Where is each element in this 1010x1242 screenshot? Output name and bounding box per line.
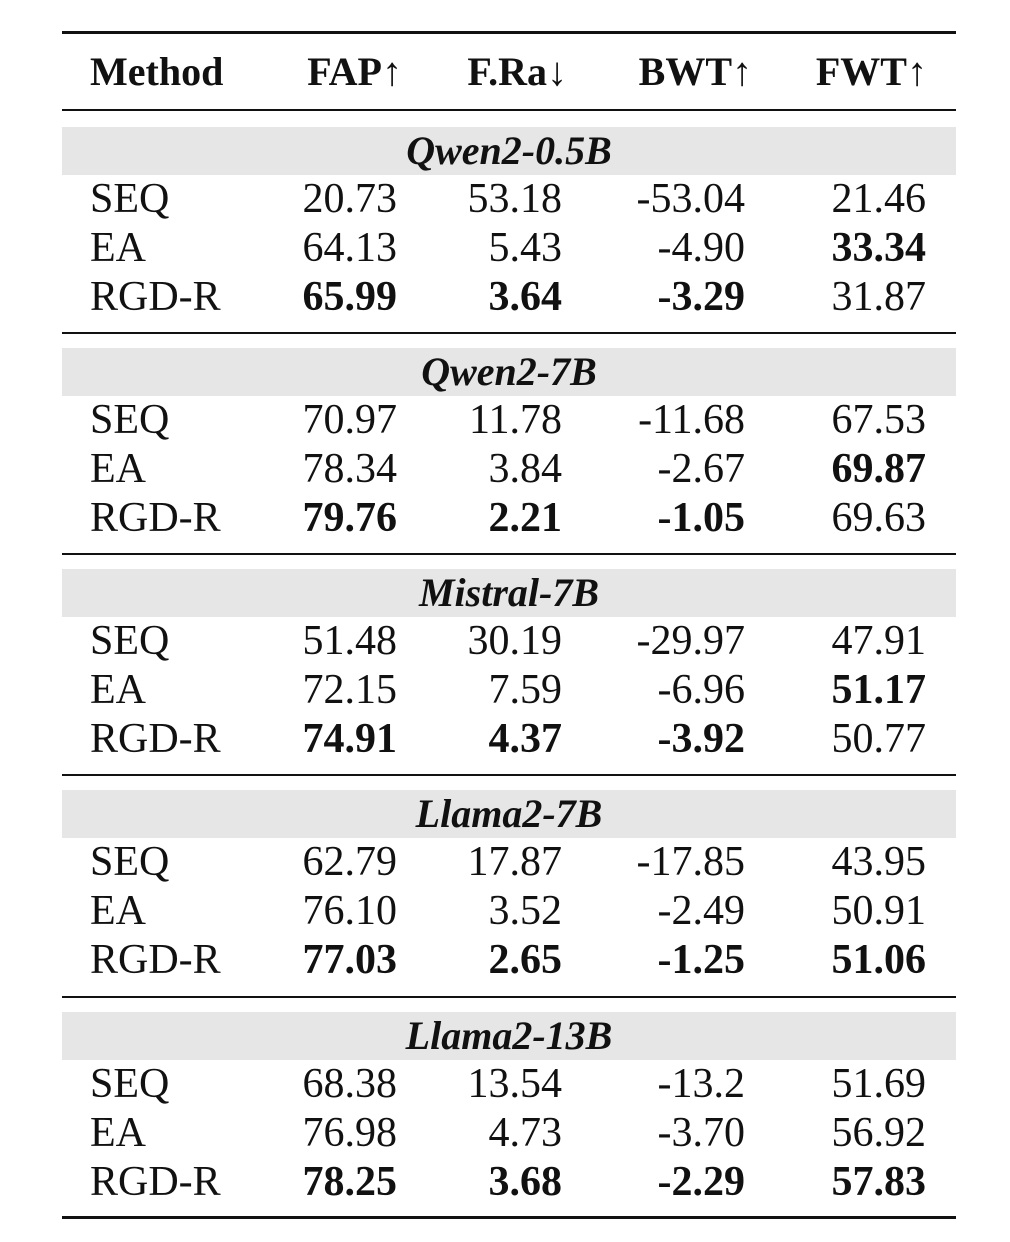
fap-cell: 78.34 xyxy=(302,446,398,492)
fwt-cell: 47.91 xyxy=(831,618,927,664)
bwt-cell: -11.68 xyxy=(638,397,745,443)
fap-cell: 68.38 xyxy=(302,1061,398,1107)
group-separator-rule xyxy=(62,553,956,555)
method-cell: SEQ xyxy=(90,618,170,664)
fra-cell: 53.18 xyxy=(467,176,563,222)
fra-cell: 11.78 xyxy=(469,397,562,443)
fwt-cell: 67.53 xyxy=(831,397,927,443)
method-cell: EA xyxy=(90,888,146,934)
fra-cell: 30.19 xyxy=(467,618,563,664)
bwt-cell: -13.2 xyxy=(657,1061,746,1107)
fra-cell: 17.87 xyxy=(467,839,563,885)
group-title: Llama2-13B xyxy=(405,1013,613,1058)
fwt-cell: 43.95 xyxy=(831,839,927,885)
fra-cell: 3.52 xyxy=(488,888,563,934)
method-cell: EA xyxy=(90,225,146,271)
bottom-rule xyxy=(62,1216,956,1219)
method-cell: SEQ xyxy=(90,397,170,443)
bwt-cell: -3.92 xyxy=(657,716,746,762)
bwt-cell: -3.29 xyxy=(657,274,746,320)
bwt-cell: -4.90 xyxy=(657,225,746,271)
group-band xyxy=(62,1012,956,1060)
fap-cell: 64.13 xyxy=(302,225,398,271)
bwt-cell: -2.29 xyxy=(657,1159,746,1205)
bwt-cell: -2.67 xyxy=(657,446,746,492)
header-method: Method xyxy=(90,49,224,94)
method-cell: RGD-R xyxy=(90,495,221,541)
group-title: Qwen2-0.5B xyxy=(406,128,612,173)
bwt-cell: -3.70 xyxy=(657,1110,746,1156)
fap-cell: 74.91 xyxy=(302,716,398,762)
fap-cell: 76.98 xyxy=(302,1110,398,1156)
bwt-cell: -53.04 xyxy=(636,176,746,222)
fra-cell: 4.37 xyxy=(488,716,563,762)
fap-cell: 79.76 xyxy=(302,495,398,541)
fap-cell: 65.99 xyxy=(302,274,398,320)
group-separator-rule xyxy=(62,996,956,998)
method-cell: RGD-R xyxy=(90,716,221,762)
header-fra: F.Ra↓ xyxy=(467,49,567,94)
fwt-cell: 69.87 xyxy=(831,446,927,492)
fwt-cell: 50.77 xyxy=(831,716,927,762)
method-cell: RGD-R xyxy=(90,274,221,320)
fwt-cell: 51.06 xyxy=(831,937,927,983)
header-rule xyxy=(62,109,956,111)
group-title: Qwen2-7B xyxy=(421,349,597,394)
header-fwt: FWT↑ xyxy=(815,49,927,94)
group-band xyxy=(62,569,956,617)
method-cell: EA xyxy=(90,667,146,713)
fwt-cell: 56.92 xyxy=(831,1110,927,1156)
fra-cell: 7.59 xyxy=(488,667,563,713)
fwt-cell: 51.17 xyxy=(831,667,927,713)
bwt-cell: -2.49 xyxy=(657,888,746,934)
fwt-cell: 57.83 xyxy=(831,1159,927,1205)
fwt-cell: 69.63 xyxy=(831,495,927,541)
fap-cell: 70.97 xyxy=(302,397,398,443)
fra-cell: 13.54 xyxy=(467,1061,563,1107)
group-separator-rule xyxy=(62,774,956,776)
fra-cell: 3.64 xyxy=(488,274,563,320)
method-cell: EA xyxy=(90,446,146,492)
method-cell: RGD-R xyxy=(90,1159,221,1205)
group-title: Llama2-7B xyxy=(415,791,603,836)
group-separator-rule xyxy=(62,332,956,334)
fwt-cell: 51.69 xyxy=(831,1061,927,1107)
method-cell: EA xyxy=(90,1110,146,1156)
fap-cell: 20.73 xyxy=(302,176,398,222)
fap-cell: 62.79 xyxy=(302,839,398,885)
method-cell: SEQ xyxy=(90,839,170,885)
fra-cell: 2.21 xyxy=(488,495,563,541)
fap-cell: 78.25 xyxy=(302,1159,398,1205)
method-cell: RGD-R xyxy=(90,937,221,983)
fap-cell: 51.48 xyxy=(302,618,398,664)
fwt-cell: 31.87 xyxy=(831,274,927,320)
group-band xyxy=(62,348,956,396)
fwt-cell: 21.46 xyxy=(831,176,927,222)
header-fap: FAP↑ xyxy=(307,49,402,94)
top-rule xyxy=(62,31,956,34)
bwt-cell: -1.05 xyxy=(657,495,746,541)
header-bwt: BWT↑ xyxy=(638,49,752,94)
group-title: Mistral-7B xyxy=(418,570,600,615)
bwt-cell: -17.85 xyxy=(636,839,746,885)
bwt-cell: -29.97 xyxy=(636,618,746,664)
bwt-cell: -1.25 xyxy=(657,937,746,983)
fra-cell: 3.84 xyxy=(488,446,563,492)
method-cell: SEQ xyxy=(90,176,170,222)
method-cell: SEQ xyxy=(90,1061,170,1107)
fra-cell: 2.65 xyxy=(488,937,563,983)
fwt-cell: 33.34 xyxy=(831,225,927,271)
group-band xyxy=(62,790,956,838)
bwt-cell: -6.96 xyxy=(657,667,746,713)
fra-cell: 5.43 xyxy=(488,225,563,271)
fap-cell: 77.03 xyxy=(302,937,398,983)
fra-cell: 4.73 xyxy=(488,1110,563,1156)
fap-cell: 76.10 xyxy=(302,888,398,934)
group-band xyxy=(62,127,956,175)
fra-cell: 3.68 xyxy=(488,1159,563,1205)
results-table: Method FAP↑ F.Ra↓ BWT↑ FWT↑ Qwen2-0.5B SE… xyxy=(62,0,956,1242)
fap-cell: 72.15 xyxy=(302,667,398,713)
fwt-cell: 50.91 xyxy=(831,888,927,934)
